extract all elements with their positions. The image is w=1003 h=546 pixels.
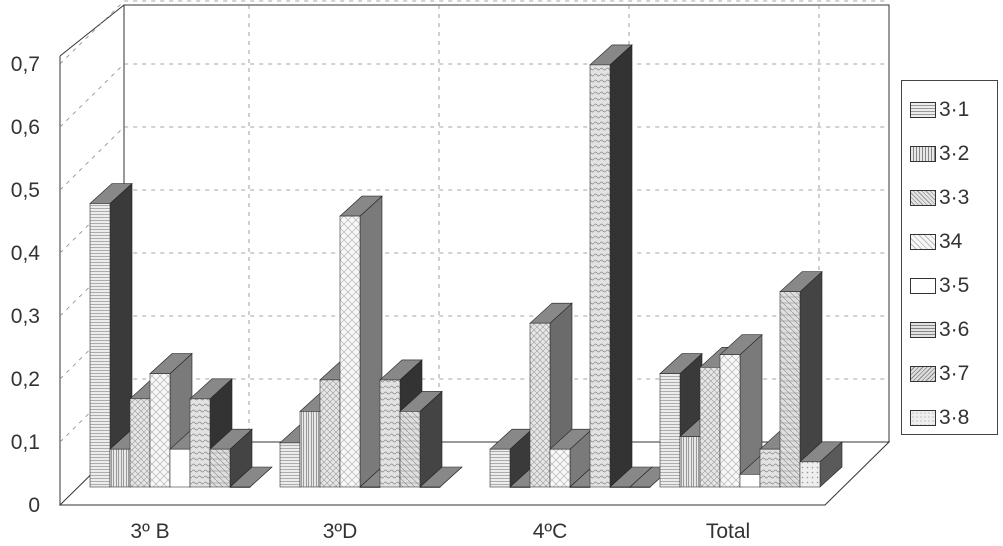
bar-8-1 [229,466,273,488]
legend-swatch [910,410,936,426]
bar-7-4 [779,271,823,488]
legend-swatch [910,146,936,162]
x-tick-label: 3ºD [323,520,358,543]
legend-label: 34 [939,230,963,253]
back-wall [123,4,890,443]
legend-item: 3·7 [910,359,969,389]
y-tick-label: 0,3 [11,305,40,328]
y-tick-label: 0,1 [11,431,40,454]
bar-1-1 [89,182,133,488]
bar-1-3 [489,428,533,488]
x-tick-label: Total [706,520,750,543]
legend-swatch [910,322,936,338]
left-top-edge [59,4,125,57]
y-tick-label: 0,7 [11,53,40,76]
legend-swatch [910,234,936,250]
legend-item: 3·5 [910,271,969,301]
bar-4-4 [719,334,763,488]
grid-line [59,315,889,380]
legend-item: 3·6 [910,315,969,345]
legend-label: 3·5 [939,274,970,297]
grid-line [59,126,889,191]
y-tick-label: 0,2 [11,368,40,391]
legend-swatch [910,278,936,294]
legend-label: 3·7 [939,362,970,385]
legend-label: 3·3 [939,186,970,209]
bar-6-3 [589,44,633,488]
legend-swatch [910,102,936,118]
x-tick-label: 4ºC [533,520,568,543]
legend-item: 3·2 [910,139,969,169]
legend-swatch [910,190,936,206]
legend-item: 3·3 [910,183,969,213]
grid-line [59,189,889,254]
legend-item: 34 [910,227,962,257]
bar-7-1 [209,428,253,488]
bar-8-4 [799,441,843,488]
legend-label: 3·1 [939,98,970,121]
grid-line [59,252,889,317]
y-tick-label: 0 [28,494,40,517]
bar-7-2 [399,390,443,488]
bars [89,44,843,488]
bar-4-2 [339,195,383,488]
legend-label: 3·6 [939,318,970,341]
legend-item: 3·1 [910,95,969,125]
bar-8-2 [419,466,463,488]
grid-line [59,0,889,65]
y-axis-ticks: 0 0,1 0,2 0,3 0,4 0,5 0,6 0,7 [11,53,41,517]
legend-label: 3·2 [939,142,970,165]
legend-item: 3·8 [910,403,969,433]
x-tick-label: 3º B [130,520,169,543]
bar-4-3 [549,428,593,488]
legend: 3·1 3·2 3·3 34 3·5 3·6 3·7 3·8 [901,80,998,435]
y-tick-label: 0,5 [11,179,40,202]
y-tick-label: 0,4 [11,242,41,265]
legend-swatch [910,366,936,382]
x-axis-ticks: 3º B 3ºD 4ºC Total [130,520,750,543]
grid-line [59,63,889,128]
y-tick-label: 0,6 [11,116,40,139]
grid-line [59,378,889,443]
legend-label: 3·8 [939,406,970,429]
